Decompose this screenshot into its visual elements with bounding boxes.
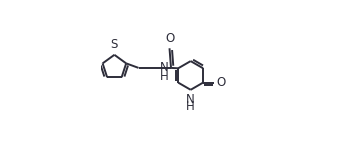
Text: N: N	[159, 61, 168, 74]
Text: H: H	[186, 100, 195, 113]
Text: N: N	[186, 93, 195, 106]
Text: S: S	[111, 39, 118, 51]
Text: H: H	[159, 70, 168, 83]
Text: O: O	[216, 76, 225, 89]
Text: O: O	[165, 32, 174, 45]
